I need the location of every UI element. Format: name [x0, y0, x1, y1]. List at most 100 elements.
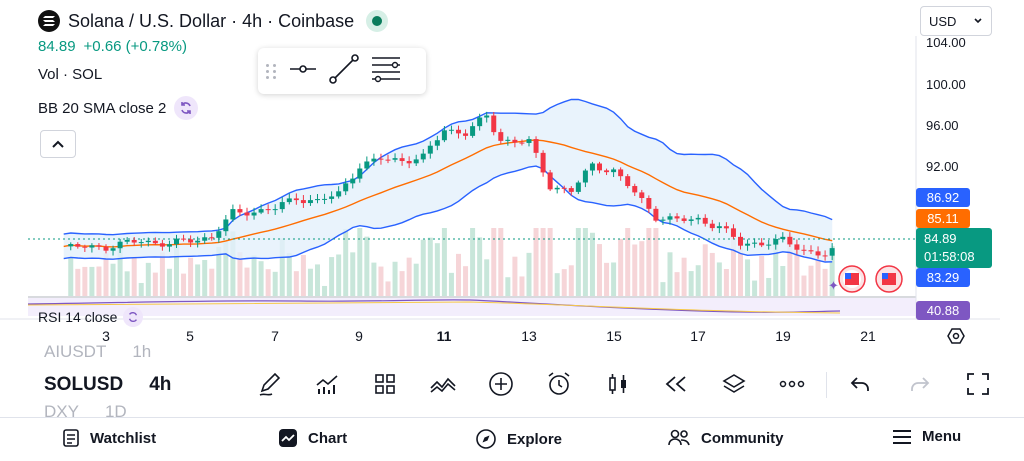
volume-bar [491, 228, 497, 296]
layout-icon[interactable] [367, 366, 403, 402]
horizontal-line-tool-icon[interactable] [288, 59, 318, 84]
alert-icon[interactable] [541, 366, 577, 402]
volume-bar [695, 265, 701, 296]
symbol-picker[interactable]: AIUSDT 1h SOLUSD 4h DXY 1D [44, 344, 184, 420]
candle-body [117, 241, 123, 249]
volume-bar [561, 269, 567, 296]
symbol-header[interactable]: Solana / U.S. Dollar · 4h · Coinbase [38, 8, 389, 34]
community-icon [668, 429, 690, 446]
x-tick: 21 [860, 328, 876, 344]
volume-bar [117, 237, 123, 296]
collapse-legend-button[interactable] [40, 130, 76, 158]
symbol-option-current[interactable]: SOLUSD 4h [44, 374, 171, 396]
candle-body [357, 168, 363, 179]
volume-bar [195, 264, 201, 296]
currency-select[interactable]: USD [920, 6, 992, 36]
candle-body [68, 244, 74, 247]
layers-icon[interactable] [716, 366, 752, 402]
nav-menu[interactable]: Menu [892, 428, 961, 445]
trend-line-tool-icon[interactable] [328, 53, 360, 90]
fullscreen-icon[interactable] [960, 366, 996, 402]
chart-type-icon[interactable] [600, 366, 636, 402]
drawing-toolbar[interactable] [258, 48, 426, 94]
candle-body [505, 139, 511, 141]
candle-body [660, 219, 666, 221]
symbol-title[interactable]: Solana / U.S. Dollar · 4h · Coinbase [68, 10, 355, 31]
candle-body [695, 217, 701, 220]
volume-bar [279, 238, 285, 296]
volume-bar [413, 263, 419, 296]
draw-icon[interactable] [252, 366, 288, 402]
nav-watchlist[interactable]: Watchlist [62, 428, 156, 448]
parallel-channel-tool-icon[interactable] [370, 54, 402, 89]
indicators-icon[interactable] [309, 366, 345, 402]
candle-body [681, 218, 687, 221]
bb-basis-badge: 85.11 [916, 209, 970, 228]
hamburger-icon [893, 429, 911, 444]
currency-value: USD [929, 13, 957, 29]
toolbar-divider [826, 372, 827, 398]
symbol-option-next[interactable]: DXY 1D [44, 402, 127, 420]
chevron-down-icon [974, 18, 982, 24]
volume-bar [470, 228, 476, 296]
nav-explore[interactable]: Explore [475, 428, 562, 450]
candle-body [653, 208, 659, 221]
volume-bar [350, 252, 356, 296]
market-status-icon[interactable] [366, 10, 389, 32]
candle-body [216, 231, 222, 238]
nav-community[interactable]: Community [667, 428, 784, 448]
x-tick: 15 [606, 328, 622, 344]
volume-bar [801, 275, 807, 296]
rsi-legend-label[interactable]: RSI 14 close [38, 309, 118, 325]
candle-body [89, 245, 95, 248]
compare-icon[interactable] [425, 366, 461, 402]
volume-bar [434, 243, 440, 296]
candle-body [822, 255, 828, 257]
volume-legend[interactable]: Vol · SOL [38, 66, 103, 83]
refresh-icon[interactable] [174, 96, 199, 120]
x-tick: 3 [102, 328, 110, 344]
bollinger-legend[interactable]: BB 20 SMA close 2 [38, 96, 199, 120]
more-icon[interactable] [774, 366, 810, 402]
nav-label: Explore [507, 430, 563, 448]
redo-icon[interactable] [902, 366, 938, 402]
volume-bar [89, 266, 95, 296]
candle-body [512, 139, 518, 143]
candle-body [667, 216, 673, 220]
interval-option-label: 1D [104, 402, 127, 420]
candle-body [420, 153, 426, 160]
undo-icon[interactable] [842, 366, 878, 402]
replay-icon[interactable] [658, 366, 694, 402]
volume-bar [759, 256, 765, 296]
candle-body [568, 188, 574, 192]
add-icon[interactable] [483, 366, 519, 402]
candle-body [174, 238, 179, 245]
y-tick: 104.00 [926, 35, 966, 50]
volume-bar [378, 266, 384, 296]
rsi-legend[interactable]: RSI 14 close [38, 307, 144, 327]
volume-bar [322, 285, 328, 296]
candle-body [343, 183, 349, 192]
rsi-refresh-icon[interactable] [123, 307, 144, 327]
drag-handle-icon[interactable] [266, 63, 278, 79]
candle-body [618, 169, 624, 177]
chart-settings-icon[interactable] [946, 326, 966, 351]
bottom-nav: Watchlist Chart Explore Community Menu [0, 417, 1024, 461]
candle-body [413, 159, 419, 164]
candle-body [639, 192, 645, 199]
candle-body [350, 178, 356, 184]
candle-body [188, 239, 194, 243]
bollinger-legend-label[interactable]: BB 20 SMA close 2 [38, 99, 167, 117]
symbol-option-prev[interactable]: AIUSDT 1h [44, 344, 151, 362]
event-flags[interactable]: ✦ [828, 265, 903, 293]
candle-body [709, 223, 715, 229]
volume-bar [709, 252, 715, 296]
x-tick: 11 [436, 328, 452, 344]
x-tick: 7 [271, 328, 279, 344]
volume-bar [723, 269, 729, 296]
volume-bar [625, 228, 631, 296]
volume-bar [145, 262, 151, 296]
candle-body [434, 140, 440, 146]
nav-chart[interactable]: Chart [278, 428, 347, 448]
